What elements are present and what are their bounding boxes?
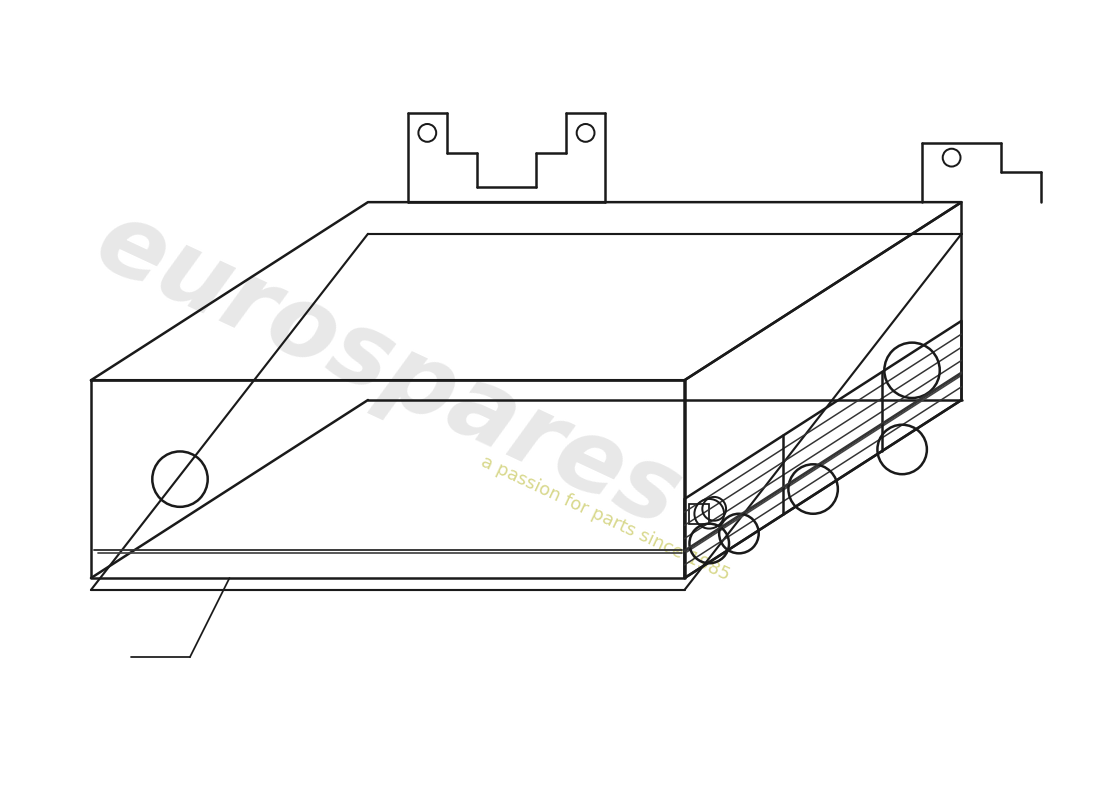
Bar xyxy=(690,504,710,524)
Text: eurospares: eurospares xyxy=(80,193,695,548)
Text: a passion for parts since 1985: a passion for parts since 1985 xyxy=(478,453,733,585)
